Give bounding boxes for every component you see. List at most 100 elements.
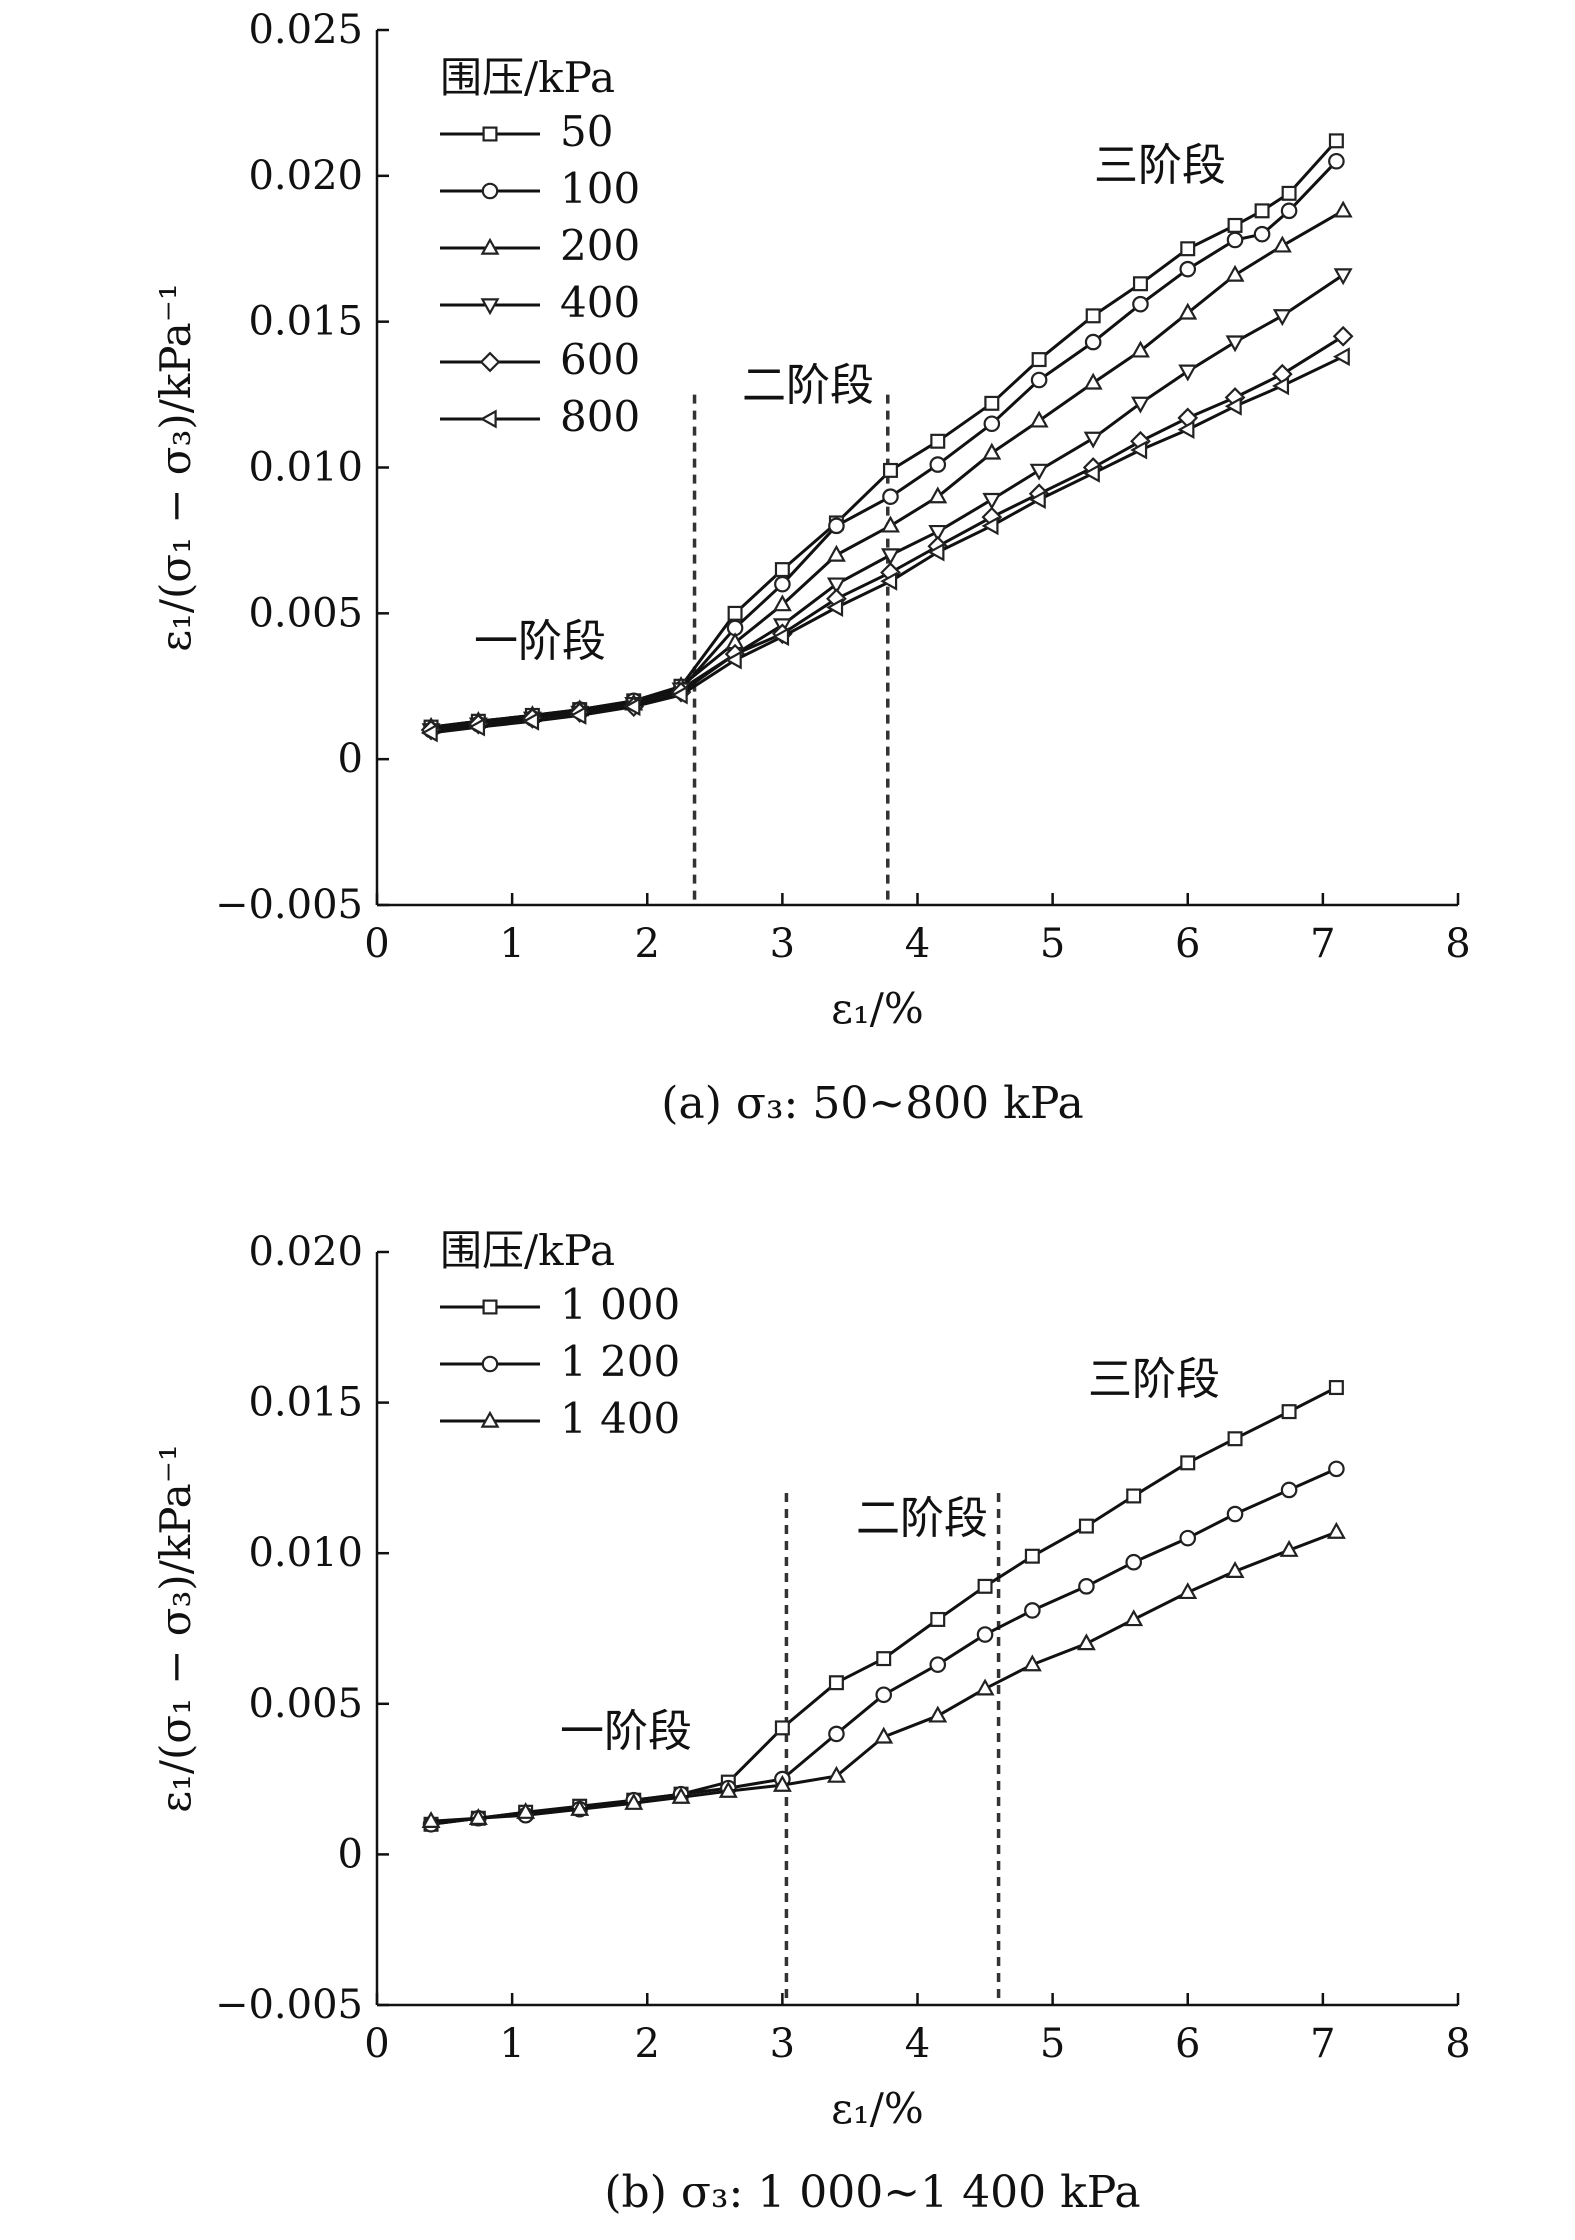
data-point (1272, 235, 1292, 253)
legend-label: 1 000 (560, 1280, 680, 1329)
data-point (1225, 1561, 1245, 1578)
data-point (928, 486, 948, 504)
stage-label: 二阶段 (742, 360, 874, 411)
y-tick-label: 0.015 (248, 299, 363, 345)
y-tick-label: −0.005 (215, 882, 363, 928)
data-point (1227, 217, 1243, 233)
stage-label: 三阶段 (1094, 140, 1226, 191)
x-tick-label: 1 (499, 2021, 524, 2067)
data-point (826, 1765, 846, 1783)
y-axis-title: ε₁/(σ₁ − σ₃)/kPa⁻¹ (151, 1444, 200, 1812)
data-point (929, 1656, 947, 1673)
data-point (1280, 1481, 1298, 1499)
legend-entry: 800 (440, 392, 640, 441)
legend-entry: 1 200 (440, 1337, 680, 1386)
chart-panel-b: 0 1 2 3 4 5 6 7 8−0.00500.0050.0100.0150.020ε₁/%… (151, 1226, 1471, 2218)
data-point (828, 1725, 845, 1743)
data-point (875, 1686, 893, 1704)
y-tick-label: 0.020 (248, 1229, 363, 1275)
y-tick-label: 0.010 (248, 1530, 363, 1576)
data-point (1178, 302, 1198, 320)
data-point (1225, 335, 1245, 353)
data-point (468, 717, 486, 737)
data-point (1333, 200, 1353, 218)
x-tick-label: 2 (635, 2021, 660, 2067)
data-point (1328, 133, 1344, 149)
data-point (1083, 431, 1103, 449)
stage-label: 二阶段 (856, 1493, 988, 1544)
y-tick-label: 0 (338, 736, 363, 782)
data-point (876, 1651, 892, 1667)
data-point (468, 1808, 488, 1825)
data-point (1124, 1609, 1144, 1627)
legend: 围压/kPa 1 000 1 200 1 400 (440, 1226, 680, 1443)
data-point (570, 1798, 590, 1816)
data-point (881, 515, 900, 533)
data-point (1180, 1455, 1196, 1471)
data-point (882, 488, 899, 505)
series-line (431, 1530, 1337, 1823)
data-point (772, 627, 790, 647)
data-point (1084, 333, 1102, 351)
data-point (1085, 308, 1101, 324)
data-point (522, 711, 540, 731)
y-tick-label: 0.020 (248, 153, 363, 199)
data-point (977, 1578, 993, 1594)
data-point (671, 1786, 691, 1804)
series-600 (420, 325, 1354, 741)
data-point (1224, 396, 1242, 416)
data-point (1179, 260, 1197, 278)
data-point (670, 685, 688, 705)
data-point (880, 571, 898, 591)
data-point (1180, 241, 1196, 257)
chart-panel-a: 0 1 2 3 4 5 6 7 8−0.00500.0050.0100.0150.0200.02… (151, 7, 1471, 1129)
data-point (930, 1611, 946, 1627)
legend-marker (479, 351, 501, 373)
legend-label: 400 (560, 278, 640, 327)
data-point (1253, 225, 1271, 243)
data-point (1126, 1488, 1142, 1504)
legend-label: 50 (560, 107, 613, 156)
x-tick-label: 7 (1310, 2021, 1335, 2067)
data-point (927, 542, 945, 562)
data-point (727, 605, 743, 621)
series-1000 (423, 1380, 1344, 1832)
legend-marker (480, 298, 500, 316)
stage-label: 一阶段 (560, 1706, 692, 1757)
data-point (981, 516, 999, 536)
x-tick-label: 2 (635, 921, 660, 967)
x-tick-label: 0 (364, 2021, 389, 2067)
legend-label: 100 (560, 164, 640, 213)
y-tick-label: 0.005 (248, 1681, 363, 1727)
figure-caption: (b) σ₃: 1 000~1 400 kPa (604, 2167, 1140, 2218)
data-point (928, 524, 948, 542)
data-point (1272, 376, 1290, 396)
data-point (1326, 1521, 1346, 1539)
data-point (421, 1811, 441, 1828)
legend-marker (482, 1299, 498, 1315)
data-point (1179, 1529, 1197, 1547)
data-point (1333, 268, 1353, 286)
data-point (1082, 463, 1100, 483)
data-point (930, 433, 946, 449)
series-1400 (421, 1521, 1346, 1828)
data-point (983, 415, 1001, 433)
data-point (1132, 276, 1148, 292)
y-tick-label: 0.025 (248, 7, 363, 53)
x-tick-label: 6 (1175, 2021, 1200, 2067)
data-point (976, 1626, 994, 1643)
data-point (774, 562, 790, 578)
data-point (982, 442, 1002, 460)
data-point (1328, 152, 1345, 170)
data-point (774, 1720, 790, 1736)
data-point (1028, 490, 1046, 510)
legend-entry: 1 400 (440, 1394, 680, 1443)
data-point (1130, 340, 1150, 358)
x-tick-label: 8 (1445, 921, 1470, 967)
data-point (1132, 295, 1149, 313)
data-point (624, 1792, 644, 1810)
data-point (929, 456, 947, 473)
y-tick-label: 0.010 (248, 445, 363, 491)
data-point (826, 598, 844, 617)
